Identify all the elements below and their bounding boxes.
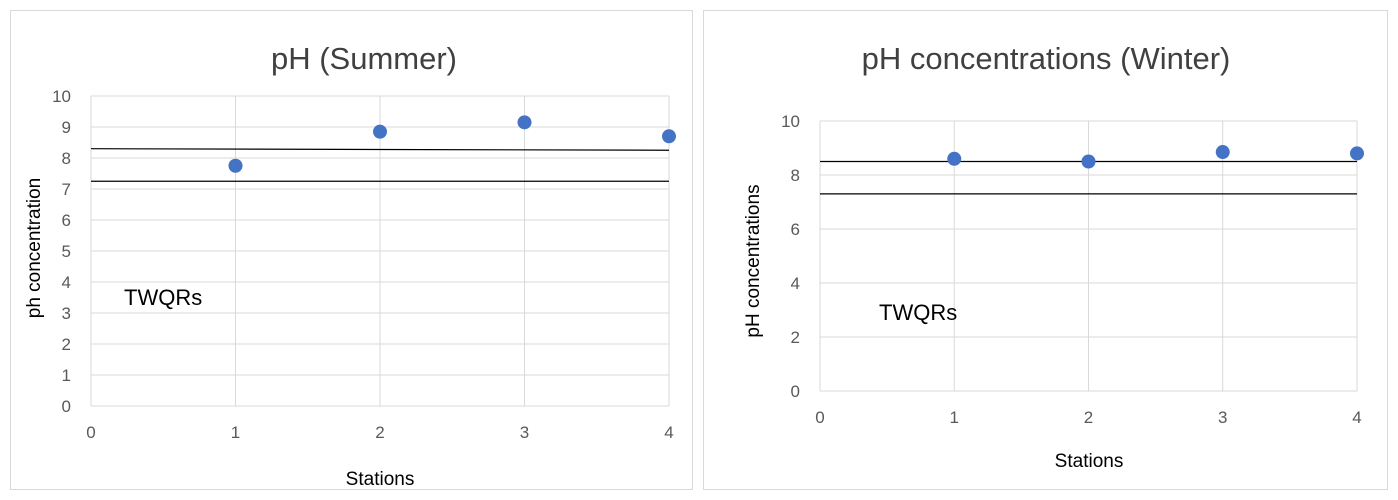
- data-point: [662, 129, 676, 144]
- data-point: [517, 115, 532, 130]
- x-tick-label: 3: [1218, 408, 1227, 427]
- chart-summer: pH (Summer) ph concentration Stations TW…: [24, 41, 676, 489]
- data-point: [1081, 154, 1096, 169]
- x-tick-label: 4: [1352, 408, 1361, 427]
- y-tick-label: 10: [781, 112, 800, 131]
- y-axis-label: ph concentration: [24, 178, 45, 319]
- x-tick-label: 0: [815, 408, 824, 427]
- twqrs-annotation: TWQRs: [879, 300, 957, 325]
- y-tick-label: 3: [62, 304, 71, 323]
- y-tick-label: 7: [62, 180, 71, 199]
- twqrs-annotation: TWQRs: [124, 285, 202, 310]
- y-tick-label: 1: [62, 366, 71, 385]
- chart-panel-winter: pH concentrations (Winter) pH concentrat…: [703, 10, 1388, 490]
- data-point: [373, 124, 387, 139]
- y-axis-label: pH concentrations: [743, 184, 764, 337]
- x-tick-label: 1: [231, 423, 240, 442]
- y-tick-label: 8: [791, 166, 800, 185]
- chart-title: pH (Summer): [271, 41, 457, 76]
- x-axis-label: Stations: [1055, 451, 1124, 472]
- data-point: [228, 158, 243, 173]
- x-tick-label: 1: [950, 408, 959, 427]
- y-tick-label: 10: [52, 87, 71, 106]
- data-point: [1215, 145, 1230, 160]
- y-tick-label: 6: [62, 211, 71, 230]
- y-tick-label: 8: [62, 149, 71, 168]
- x-tick-label: 4: [664, 423, 673, 442]
- chart-panel-summer: pH (Summer) ph concentration Stations TW…: [10, 10, 693, 490]
- y-tick-label: 9: [62, 118, 71, 137]
- x-tick-label: 2: [375, 423, 384, 442]
- x-tick-label: 3: [520, 423, 529, 442]
- x-tick-label: 2: [1084, 408, 1093, 427]
- data-point: [1350, 146, 1364, 161]
- data-point: [947, 151, 962, 166]
- x-axis-label: Stations: [346, 469, 415, 489]
- y-tick-label: 4: [791, 274, 800, 293]
- y-tick-label: 6: [791, 220, 800, 239]
- y-tick-label: 0: [791, 382, 800, 401]
- y-tick-label: 0: [62, 397, 71, 416]
- chart-title: pH concentrations (Winter): [862, 41, 1231, 76]
- x-tick-label: 0: [86, 423, 95, 442]
- chart-winter: pH concentrations (Winter) pH concentrat…: [743, 41, 1364, 472]
- y-tick-label: 4: [62, 273, 71, 292]
- y-tick-label: 5: [62, 242, 71, 261]
- twqr-reference-line: [90, 148, 670, 151]
- y-tick-label: 2: [62, 335, 71, 354]
- y-tick-label: 2: [791, 328, 800, 347]
